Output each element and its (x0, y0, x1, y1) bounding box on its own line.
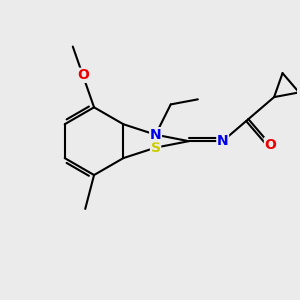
Text: S: S (151, 141, 160, 154)
Text: N: N (217, 134, 229, 148)
Text: N: N (150, 128, 161, 142)
Text: O: O (265, 138, 276, 152)
Text: O: O (77, 68, 89, 82)
